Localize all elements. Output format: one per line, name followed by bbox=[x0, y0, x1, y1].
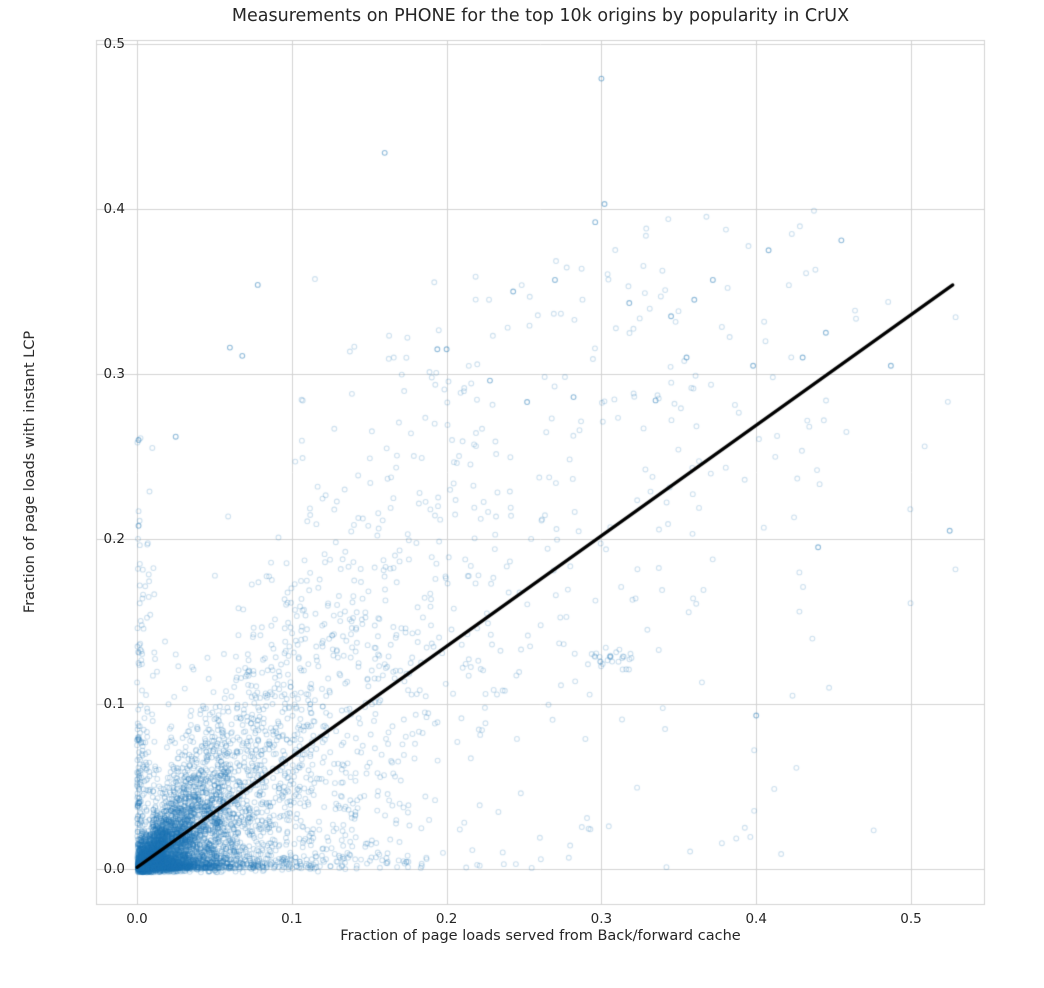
chart-title: Measurements on PHONE for the top 10k or… bbox=[231, 6, 850, 26]
x-tick-label: 0.1 bbox=[281, 911, 303, 927]
x-tick-label: 0.4 bbox=[745, 911, 767, 927]
y-tick-label: 0.1 bbox=[103, 696, 125, 712]
y-tick-label: 0.2 bbox=[103, 531, 125, 547]
x-tick-label: 0.0 bbox=[126, 911, 148, 927]
x-tick-label: 0.5 bbox=[900, 911, 922, 927]
y-tick-label: 0.5 bbox=[103, 35, 125, 52]
x-axis-label: Fraction of page loads served from Back/… bbox=[340, 928, 741, 944]
y-tick-label: 0.3 bbox=[103, 365, 125, 382]
x-tick-label: 0.3 bbox=[590, 911, 613, 927]
y-tick-label: 0.0 bbox=[103, 861, 125, 878]
y-axis-label: Fraction of page loads with instant LCP bbox=[22, 330, 38, 614]
y-tick-label: 0.4 bbox=[103, 200, 125, 217]
x-tick-label: 0.2 bbox=[435, 911, 458, 927]
